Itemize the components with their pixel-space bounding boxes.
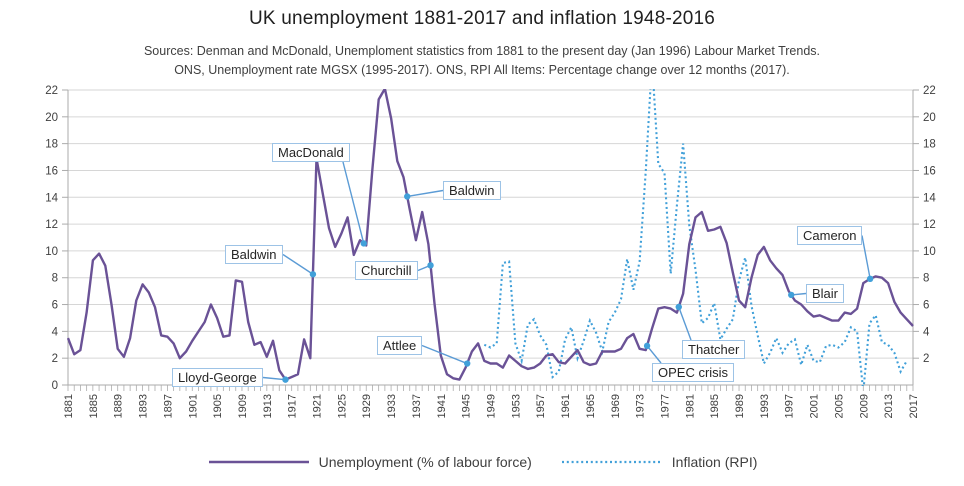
x-tick-label: 1901 xyxy=(187,394,199,418)
legend-item-unemployment: Unemployment (% of labour force) xyxy=(207,454,532,470)
annotation-callout-thatcher: Thatcher xyxy=(682,340,746,359)
x-tick-label: 2005 xyxy=(833,394,845,418)
y-tick-label-left: 20 xyxy=(45,112,58,124)
x-tick-label: 1977 xyxy=(659,394,671,418)
chart-source-line1: Sources: Denman and McDonald, Unemplomen… xyxy=(143,44,821,58)
y-tick-label-left: 10 xyxy=(45,246,58,258)
annotation-callout-baldwin-1923: Baldwin xyxy=(225,245,283,264)
x-tick-label: 1957 xyxy=(535,394,547,418)
annotation-dot-lloyd-george xyxy=(282,376,289,383)
x-tick-label: 1885 xyxy=(88,394,100,418)
annotation-connector-thatcher xyxy=(678,306,692,341)
annotation-callout-cameron: Cameron xyxy=(797,226,863,245)
inflation-line-swatch xyxy=(561,460,662,464)
x-tick-label: 1945 xyxy=(461,394,473,418)
x-tick-label: 1997 xyxy=(784,394,796,418)
x-tick-label: 1921 xyxy=(312,394,324,418)
annotation-callout-opec-crisis: OPEC crisis xyxy=(652,363,735,382)
x-tick-label: 1905 xyxy=(212,394,224,418)
chart-source-line2: ONS, Unemployment rate MGSX (1995-2017).… xyxy=(174,63,790,77)
unemployment-line-swatch xyxy=(208,460,309,464)
unemployment-line xyxy=(67,89,914,381)
y-tick-label-left: 22 xyxy=(45,85,58,97)
y-tick-label-left: 0 xyxy=(52,380,58,392)
y-tick-label-right: 22 xyxy=(923,85,936,97)
x-tick-label: 1913 xyxy=(262,394,274,418)
annotation-dot-baldwin-1935 xyxy=(404,193,411,200)
x-tick-label: 1993 xyxy=(759,394,771,418)
y-tick-label-left: 18 xyxy=(45,139,58,151)
x-tick-label: 2013 xyxy=(883,394,895,418)
annotation-dot-blair xyxy=(788,291,795,299)
annotation-dot-churchill xyxy=(427,262,434,269)
x-tick-label: 1917 xyxy=(287,394,299,418)
y-tick-label-left: 12 xyxy=(45,219,58,231)
x-tick-label: 1909 xyxy=(237,394,249,418)
legend-label-unemployment: Unemployment (% of labour force) xyxy=(318,454,532,470)
x-tick-label: 1941 xyxy=(436,394,448,418)
x-tick-label: 1961 xyxy=(560,394,572,418)
x-tick-label: 1929 xyxy=(361,394,373,418)
y-tick-label-right: 20 xyxy=(923,112,936,124)
x-tick-label: 1949 xyxy=(486,394,498,418)
y-tick-label-right: 12 xyxy=(923,219,936,231)
y-tick-label-right: 2 xyxy=(923,353,929,365)
y-tick-label-left: 6 xyxy=(52,300,58,312)
y-tick-label-right: 14 xyxy=(923,192,936,204)
annotation-connector-cameron xyxy=(861,235,871,279)
annotation-connector-attlee xyxy=(421,344,468,365)
y-tick-label-left: 14 xyxy=(45,192,58,204)
annotation-connector-macdonald xyxy=(342,161,365,244)
x-tick-label: 1893 xyxy=(138,394,150,418)
annotation-dot-cameron xyxy=(866,275,874,282)
legend: Unemployment (% of labour force) Inflati… xyxy=(0,449,964,475)
annotation-connector-opec-crisis xyxy=(646,345,662,364)
annotation-callout-macdonald: MacDonald xyxy=(272,143,350,162)
x-tick-label: 2001 xyxy=(809,394,821,418)
annotation-dot-opec-crisis xyxy=(643,342,651,350)
x-tick-label: 1889 xyxy=(113,394,125,418)
y-tick-label-right: 18 xyxy=(923,139,936,151)
x-tick-label: 1965 xyxy=(585,394,597,418)
annotation-connector-baldwin-1935 xyxy=(407,189,444,198)
annotation-callout-lloyd-george: Lloyd-George xyxy=(172,368,263,387)
annotation-dot-macdonald xyxy=(360,240,367,247)
x-tick-label: 1953 xyxy=(510,394,522,418)
annotation-callout-churchill: Churchill xyxy=(355,261,418,280)
y-tick-label-left: 16 xyxy=(45,165,58,177)
annotation-dot-thatcher xyxy=(675,303,682,311)
x-tick-label: 1933 xyxy=(386,394,398,418)
x-tick-label: 1897 xyxy=(162,394,174,418)
x-tick-label: 1981 xyxy=(684,394,696,418)
y-tick-label-left: 8 xyxy=(52,273,58,285)
x-tick-label: 1925 xyxy=(336,394,348,418)
y-tick-label-left: 4 xyxy=(52,326,59,338)
legend-label-inflation: Inflation (RPI) xyxy=(671,454,758,470)
annotation-dot-attlee xyxy=(464,360,471,367)
annotation-callout-baldwin-1935: Baldwin xyxy=(443,181,501,200)
y-tick-label-right: 4 xyxy=(923,326,930,338)
x-tick-label: 1937 xyxy=(411,394,423,418)
x-tick-label: 1969 xyxy=(610,394,622,418)
annotation-callout-attlee: Attlee xyxy=(377,336,423,355)
annotation-connector-baldwin-1923 xyxy=(282,253,314,275)
x-tick-label: 1989 xyxy=(734,394,746,418)
page-title: UK unemployment 1881-2017 and inflation … xyxy=(248,8,716,29)
annotation-callout-blair: Blair xyxy=(806,284,845,303)
x-tick-label: 2009 xyxy=(858,394,870,418)
x-tick-label: 1881 xyxy=(63,394,75,418)
x-tick-label: 2017 xyxy=(908,394,920,418)
annotation-connector-lloyd-george xyxy=(262,376,286,381)
y-tick-label-right: 8 xyxy=(923,273,929,285)
y-tick-label-right: 10 xyxy=(923,246,936,258)
y-tick-label-right: 16 xyxy=(923,165,936,177)
x-tick-label: 1985 xyxy=(709,394,721,418)
x-tick-label: 1973 xyxy=(635,394,647,418)
y-tick-label-right: 6 xyxy=(923,300,929,312)
legend-item-inflation: Inflation (RPI) xyxy=(560,454,758,470)
annotation-dot-baldwin-1923 xyxy=(309,271,317,278)
y-tick-label-left: 2 xyxy=(52,353,58,365)
